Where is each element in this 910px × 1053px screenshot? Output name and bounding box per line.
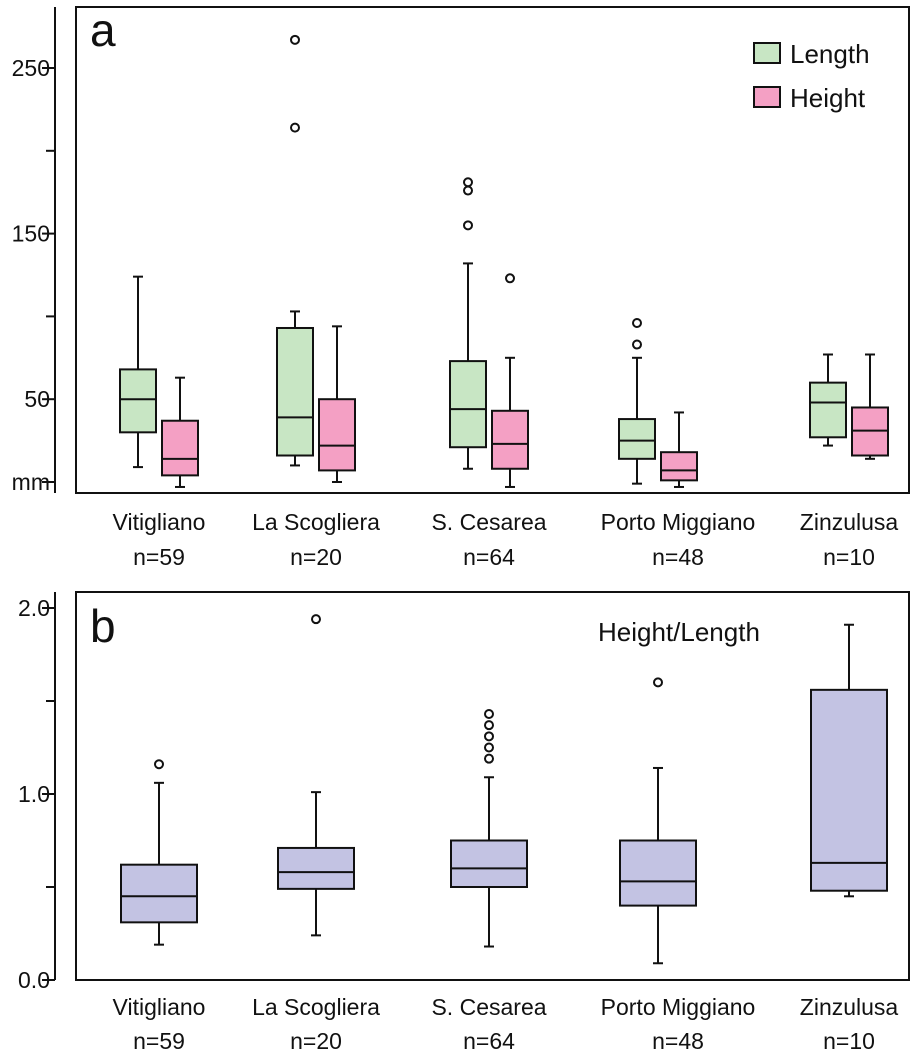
box-ratio-3-box [619, 839, 697, 907]
box-length-2-outlier [463, 185, 473, 196]
category-label: S. Cesarea [431, 509, 546, 535]
box-length-1-outlier [290, 122, 300, 133]
box-ratio-1-box [277, 846, 355, 890]
box-length-3-outlier [632, 318, 642, 329]
category-label: Porto Miggiano [601, 509, 756, 535]
box-length-3-box [618, 418, 656, 460]
panel-a-category-labels: Vitigliano n=59 La Scogliera n=20 S. Cesarea… [113, 509, 899, 570]
category-label: Vitigliano [113, 509, 206, 535]
box-ratio-0-box [120, 863, 198, 924]
y-tick-label: 250 [12, 55, 50, 81]
y-tick-label: mm [12, 469, 50, 495]
box-ratio-2-outlier [484, 753, 494, 764]
panel-b-ticks: 2.0 1.0 0.0 [18, 595, 55, 993]
panel-a-boxes [119, 34, 889, 488]
sample-size-label: n=48 [652, 1028, 704, 1053]
box-ratio-2-outlier [484, 742, 494, 753]
panel-b-frame [75, 591, 910, 981]
box-length-1-box [276, 326, 314, 457]
box-ratio-2-outlier [484, 731, 494, 742]
category-label: La Scogliera [252, 509, 380, 535]
box-ratio-2-outlier [484, 709, 494, 720]
box-ratio-0-outlier [154, 759, 164, 770]
box-height-1-box [318, 398, 356, 472]
legend: Length Height [753, 39, 870, 113]
sample-size-label: n=10 [823, 544, 875, 570]
category-label: Porto Miggiano [601, 994, 756, 1020]
box-ratio-2-outlier [484, 720, 494, 731]
box-ratio-2-box [450, 839, 528, 888]
sample-size-label: n=59 [133, 1028, 185, 1053]
box-length-2-outlier [463, 177, 473, 188]
legend-label-length: Length [790, 39, 870, 69]
box-length-2-outlier [463, 220, 473, 231]
box-length-4-box [809, 381, 847, 439]
panel-a-letter: a [90, 4, 116, 56]
legend-swatch-height [753, 86, 781, 108]
panel-a-frame [75, 6, 910, 494]
legend-label-height: Height [790, 83, 866, 113]
category-label: Zinzulusa [800, 994, 899, 1020]
box-length-1-outlier [290, 34, 300, 45]
panel-a-ticks: 250 150 50 mm [12, 55, 55, 495]
legend-swatch-length [753, 42, 781, 64]
box-length-2-box [449, 360, 487, 449]
sample-size-label: n=20 [290, 1028, 342, 1053]
sample-size-label: n=64 [463, 1028, 515, 1053]
box-height-2-box [491, 409, 529, 470]
box-height-2-outlier [505, 273, 515, 284]
box-ratio-3-outlier [653, 677, 663, 688]
sample-size-label: n=64 [463, 544, 515, 570]
y-tick-label: 2.0 [18, 595, 50, 621]
box-ratio-4-box [810, 688, 888, 892]
category-label: S. Cesarea [431, 994, 546, 1020]
y-tick-label: 0.0 [18, 967, 50, 993]
panel-b-letter: b [90, 600, 116, 652]
box-length-3-outlier [632, 339, 642, 350]
category-label: La Scogliera [252, 994, 380, 1020]
box-height-3-box [660, 451, 698, 482]
box-height-0-box [161, 419, 199, 477]
category-label: Zinzulusa [800, 509, 899, 535]
y-tick-label: 50 [24, 386, 50, 412]
sample-size-label: n=48 [652, 544, 704, 570]
y-tick-label: 150 [12, 221, 50, 247]
y-tick-label: 1.0 [18, 781, 50, 807]
sample-size-label: n=59 [133, 544, 185, 570]
panel-b-category-labels: Vitigliano n=59 La Scogliera n=20 S. Cesarea… [113, 994, 899, 1053]
box-length-0-box [119, 368, 157, 434]
panel-b-boxes [120, 614, 888, 965]
sample-size-label: n=20 [290, 544, 342, 570]
sample-size-label: n=10 [823, 1028, 875, 1053]
category-label: Vitigliano [113, 994, 206, 1020]
box-ratio-1-outlier [311, 614, 321, 625]
panel-b-annotation: Height/Length [598, 617, 760, 647]
